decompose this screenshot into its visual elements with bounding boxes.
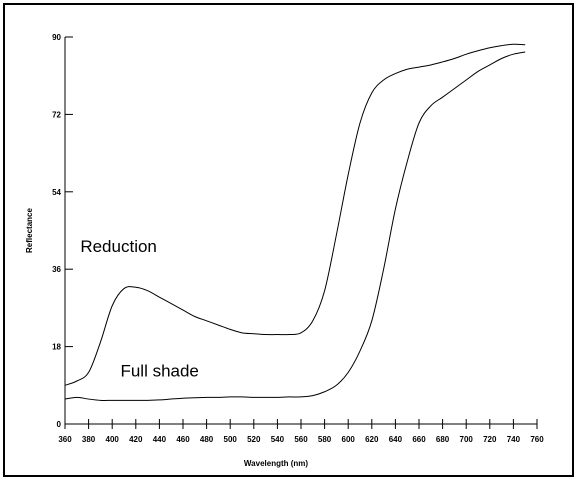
x-tick-label: 620 [365,435,379,444]
y-axis-title: Reflectance [25,208,34,253]
x-tick-label: 760 [530,435,544,444]
x-tick-label: 540 [271,435,285,444]
x-tick-label: 360 [58,435,72,444]
series [64,43,526,401]
y-tick-label: 0 [57,420,62,429]
series-line-full-shade [64,51,526,401]
series-line-reduction [64,43,526,386]
chart-frame [3,3,574,477]
x-tick-label: 400 [106,435,120,444]
x-tick-label: 420 [129,435,143,444]
x-tick-label: 480 [200,435,214,444]
x-tick-label: 640 [389,435,403,444]
x-tick-label: 660 [412,435,426,444]
x-tick-label: 720 [483,435,497,444]
x-tick-label: 440 [153,435,167,444]
annotation-reduction: Reduction [80,237,157,256]
y-tick-label: 54 [52,188,61,197]
x-tick-label: 600 [342,435,356,444]
annotation-full-shade: Full shade [120,362,198,381]
x-tick-label: 740 [507,435,521,444]
y-tick-label: 72 [52,110,61,119]
x-tick-label: 500 [224,435,238,444]
x-tick-label: 560 [294,435,308,444]
x-ticks: 360 380 400 420 440 460 480 500 520 540 560 580 600 6… [58,419,544,444]
x-tick-label: 680 [436,435,450,444]
x-tick-label: 700 [460,435,474,444]
y-tick-label: 90 [52,33,61,42]
y-ticks: 0 18 36 54 72 90 [52,33,73,429]
x-tick-label: 520 [247,435,261,444]
y-tick-label: 36 [52,265,61,274]
x-tick-label: 460 [176,435,190,444]
x-axis-title: Wavelength (nm) [244,459,308,468]
y-tick-label: 18 [52,343,61,352]
x-tick-label: 380 [82,435,96,444]
x-tick-label: 580 [318,435,332,444]
